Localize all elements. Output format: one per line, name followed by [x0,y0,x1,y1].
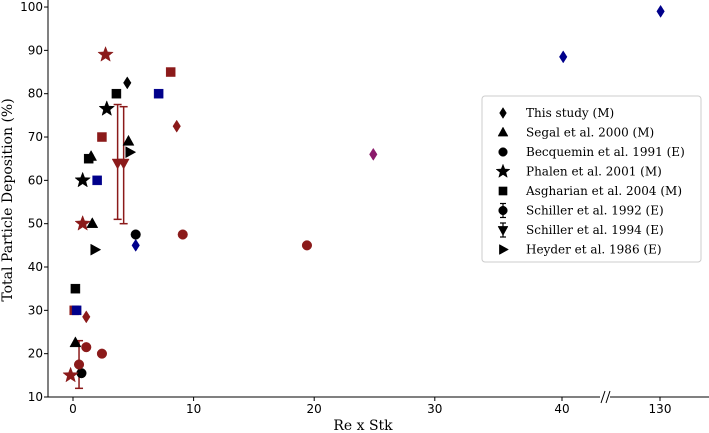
schiller-et-al-1992-point [73,359,85,370]
axis-break-mark-1 [600,390,606,404]
asgharian-et-al-2004-point [71,305,82,316]
this-study-point [369,147,378,161]
becquemin-et-al-1991-point [177,229,188,240]
schiller-et-al-1992-legend-label: Schiller et al. 1992 (E) [526,204,664,218]
y-tick-label: 70 [28,130,43,144]
phalen-et-al-2001-point [98,100,116,116]
x-axis-label: Re x Stk [333,418,393,433]
segal-et-al-2000-point [69,336,82,348]
phalen-et-al-2001-point [62,366,79,383]
y-tick-label: 60 [28,173,43,187]
phalen-et-al-2001-point [74,171,91,188]
asgharian-et-al-2004-point [97,132,107,142]
x-tick-label: 30 [427,402,442,416]
schiller-et-al-1994-legend-marker [497,226,509,236]
legend-frame [481,95,702,263]
this-study-legend-label: This study (M) [526,106,614,120]
asgharian-et-al-2004-point [70,283,81,294]
asgharian-et-al-2004-point [92,175,102,186]
this-study-point [656,4,665,18]
y-tick-label: 20 [28,347,43,361]
this-study-point [559,50,568,64]
phalen-et-al-2001-point [97,45,114,62]
y-tick-label: 100 [20,0,43,14]
y-tick-label: 10 [28,390,43,404]
x-tick-label: 20 [307,402,322,416]
phalen-et-al-2001-legend-marker [495,163,511,178]
ticks: 10 20 30 40 50 60 70 80 90 100 0 10 20 30 40 130 [20,0,671,416]
y-tick-label: 50 [28,217,43,231]
segal-et-al-2000-point [86,217,99,228]
this-study-point [131,238,140,252]
this-study-legend-marker [499,107,507,119]
schiller-et-al-1994-point [117,158,130,170]
y-tick-label: 90 [28,43,43,57]
becquemin-et-al-1991-point [301,240,313,251]
x-tick-label: 130 [649,402,672,416]
asgharian-et-al-2004-point [83,153,94,164]
heyder-et-al-1986-point [125,146,137,159]
x-tick-label: 0 [69,402,77,416]
asgharian-et-al-2004-point [153,88,164,99]
schiller-et-al-1994-legend-label: Schiller et al. 1994 (E) [526,223,664,237]
becquemin-et-al-1991-point [81,342,92,353]
this-study-point [123,76,132,90]
becquemin-et-al-1991-legend-label: Becquemin et al. 1991 (E) [526,145,685,159]
phalen-et-al-2001-legend-label: Phalen et al. 2001 (M) [526,165,662,179]
x-tick-label: 10 [186,402,201,416]
legend: This study (M) Segal et al. 2000 (M) Becqu… [481,95,702,263]
heyder-et-al-1986-legend-marker [499,244,509,255]
becquemin-et-al-1991-legend-marker [498,147,508,157]
axis-break-mark-2 [605,390,611,404]
y-tick-label: 80 [28,87,43,101]
this-study-point [172,119,181,133]
asgharian-et-al-2004-point [111,88,122,99]
x-tick-label: 40 [554,402,569,416]
phalen-et-al-2001-point [74,214,91,231]
this-study-point [82,310,91,324]
heyder-et-al-1986-point [90,243,102,256]
y-tick-label: 40 [28,260,43,274]
segal-et-al-2000-legend-label: Segal et al. 2000 (M) [526,126,654,140]
heyder-et-al-1986-legend-label: Heyder et al. 1986 (E) [526,243,662,257]
asgharian-et-al-2004-point [165,67,176,77]
becquemin-et-al-1991-point [130,229,141,240]
y-axis-label: Total Particle Deposition (%) [0,98,16,301]
asgharian-et-al-2004-legend-marker [498,186,508,196]
becquemin-et-al-1991-point [96,348,107,359]
segal-et-al-2000-point [122,134,135,146]
y-tick-label: 30 [28,303,43,317]
segal-et-al-2000-legend-marker [497,126,509,137]
schiller-et-al-1992-legend-marker [498,205,508,216]
asgharian-et-al-2004-legend-label: Asgharian et al. 2004 (M) [525,184,682,198]
data-points [62,4,665,383]
